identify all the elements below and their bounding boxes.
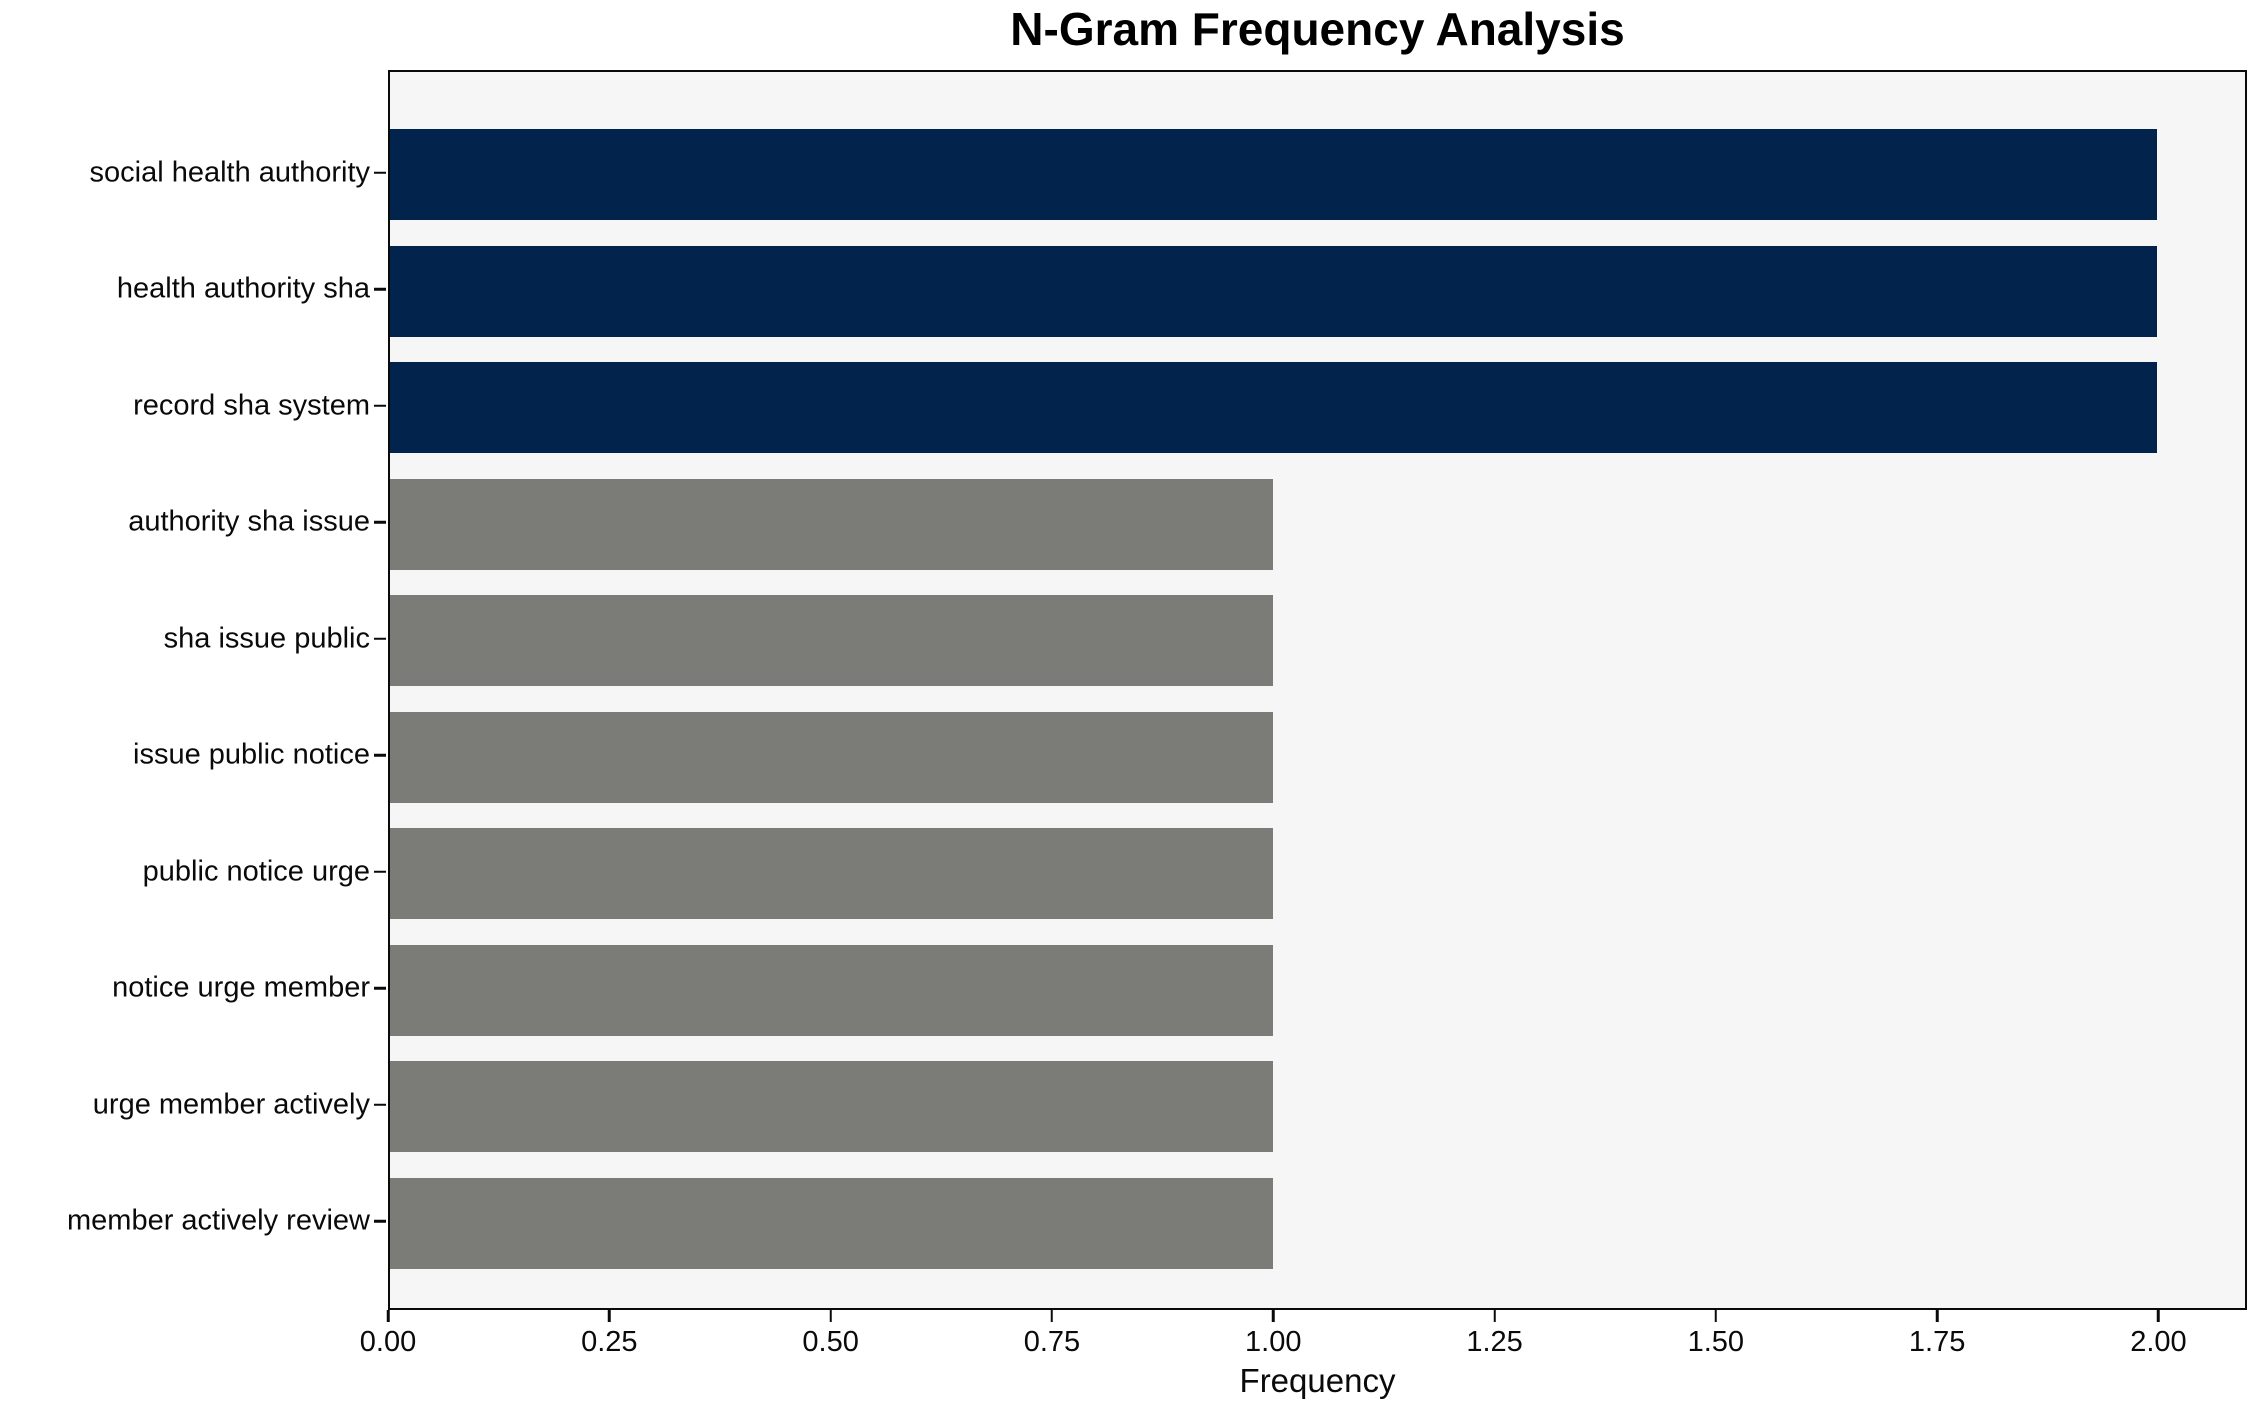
chart-title: N-Gram Frequency Analysis [1010, 3, 1625, 55]
y-tick-mark [374, 520, 386, 524]
bar [390, 828, 1274, 919]
x-tick-mark [2157, 1310, 2160, 1322]
y-tick-mark [374, 986, 386, 990]
x-tick-label: 1.25 [1466, 1326, 1523, 1358]
x-tick-label: 1.50 [1687, 1326, 1745, 1358]
x-tick-mark [386, 1310, 390, 1322]
y-tick-label: member actively review [67, 1204, 370, 1237]
y-tick-label: public notice urge [142, 855, 370, 887]
x-tick-mark [1935, 1310, 1939, 1322]
x-tick-label: 0.00 [359, 1326, 417, 1358]
x-tick-label: 2.00 [2130, 1326, 2187, 1358]
y-tick-mark [374, 171, 386, 174]
y-tick-label: health authority sha [116, 272, 370, 305]
x-tick-mark [1493, 1310, 1496, 1322]
bar [390, 478, 1274, 570]
y-tick-label: social health authority [89, 156, 371, 188]
y-axis-labels: social health authority health authority … [0, 70, 370, 1310]
x-tick-label: 1.00 [1245, 1326, 1302, 1358]
y-tick-mark [374, 637, 386, 640]
y-tick-mark [374, 870, 386, 873]
x-tick-mark [829, 1310, 832, 1322]
x-tick-label: 0.25 [581, 1326, 638, 1358]
bar [390, 944, 1274, 1036]
x-tick-label: 0.50 [802, 1326, 859, 1358]
x-axis: 0.00 0.25 0.50 0.75 1.00 1.25 1.50 1.75 2.00 [360, 1310, 2247, 1390]
y-tick-label: sha issue public [163, 622, 370, 654]
bar [390, 711, 1274, 803]
bar [390, 595, 1274, 686]
y-tick-mark [374, 1103, 386, 1106]
y-tick-label: record sha system [133, 389, 370, 421]
y-tick-mark [374, 1219, 386, 1223]
bar [390, 245, 2157, 337]
bar [390, 1061, 1274, 1152]
x-tick-mark [1050, 1310, 1054, 1322]
bar [390, 1177, 1274, 1269]
y-tick-label: urge member actively [92, 1088, 370, 1120]
x-tick-label: 1.75 [1908, 1326, 1966, 1358]
x-tick-mark [608, 1310, 611, 1322]
x-tick-mark [1271, 1310, 1275, 1322]
bar [390, 129, 2157, 220]
bars-layer [390, 72, 2245, 1308]
y-axis-tick-marks [374, 70, 388, 1310]
x-tick-label: 0.75 [1023, 1326, 1081, 1358]
y-tick-mark [374, 287, 386, 291]
x-tick-mark [1714, 1310, 1718, 1322]
plot-area [388, 70, 2247, 1310]
y-tick-mark [374, 404, 386, 407]
bar [390, 362, 2157, 453]
y-tick-label: notice urge member [112, 971, 370, 1004]
y-tick-label: issue public notice [133, 738, 370, 771]
y-tick-label: authority sha issue [128, 505, 370, 538]
y-tick-mark [374, 753, 386, 757]
x-axis-title: Frequency [1239, 1362, 1396, 1399]
